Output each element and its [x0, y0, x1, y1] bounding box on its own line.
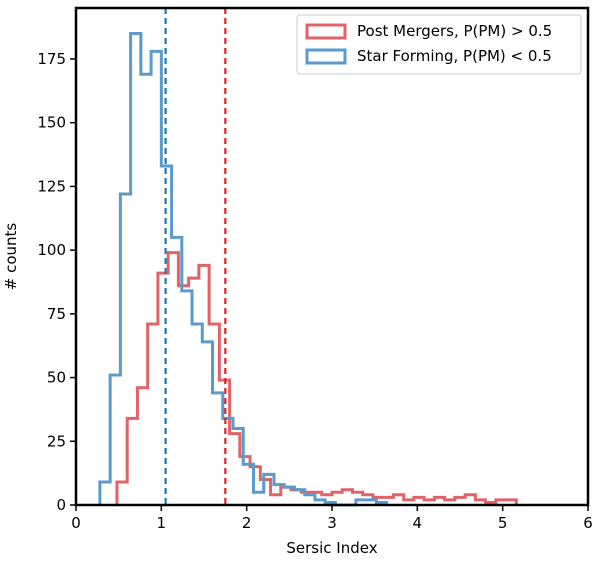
- y-tick-label: 25: [47, 432, 66, 450]
- y-tick-label: 175: [37, 50, 66, 68]
- legend-label-star-forming: Star Forming, P(PM) < 0.5: [357, 47, 552, 65]
- x-axis-title: Sersic Index: [286, 539, 377, 557]
- x-axis: 0 1 2 3 4 5 6: [71, 505, 593, 532]
- x-tick-label: 5: [498, 514, 508, 532]
- x-tick-label: 2: [242, 514, 252, 532]
- histogram-post-mergers: [115, 251, 518, 505]
- y-axis-title: # counts: [2, 223, 20, 291]
- histogram-star-forming: [98, 31, 389, 507]
- x-tick-label: 0: [71, 514, 81, 532]
- y-tick-label: 150: [37, 114, 66, 132]
- median-lines-group: [164, 8, 227, 505]
- y-tick-label: 125: [37, 177, 66, 195]
- x-tick-label: 6: [583, 514, 593, 532]
- y-axis: 0 25 50 75 100 125 150 175: [37, 50, 76, 514]
- legend-label-post-mergers: Post Mergers, P(PM) > 0.5: [357, 22, 552, 40]
- legend-swatch-star-forming: [305, 48, 347, 65]
- y-tick-label: 50: [47, 369, 66, 387]
- x-tick-label: 4: [413, 514, 423, 532]
- y-tick-label: 100: [37, 241, 66, 259]
- y-tick-label: 75: [47, 305, 66, 323]
- legend-box: [296, 14, 582, 75]
- x-tick-label: 3: [327, 514, 337, 532]
- legend-swatch-post-mergers: [305, 23, 347, 40]
- x-tick-label: 1: [157, 514, 167, 532]
- legend: Post Mergers, P(PM) > 0.5 Star Forming, …: [296, 14, 582, 75]
- y-tick-label: 0: [56, 496, 66, 514]
- plot-series-group: [98, 31, 518, 507]
